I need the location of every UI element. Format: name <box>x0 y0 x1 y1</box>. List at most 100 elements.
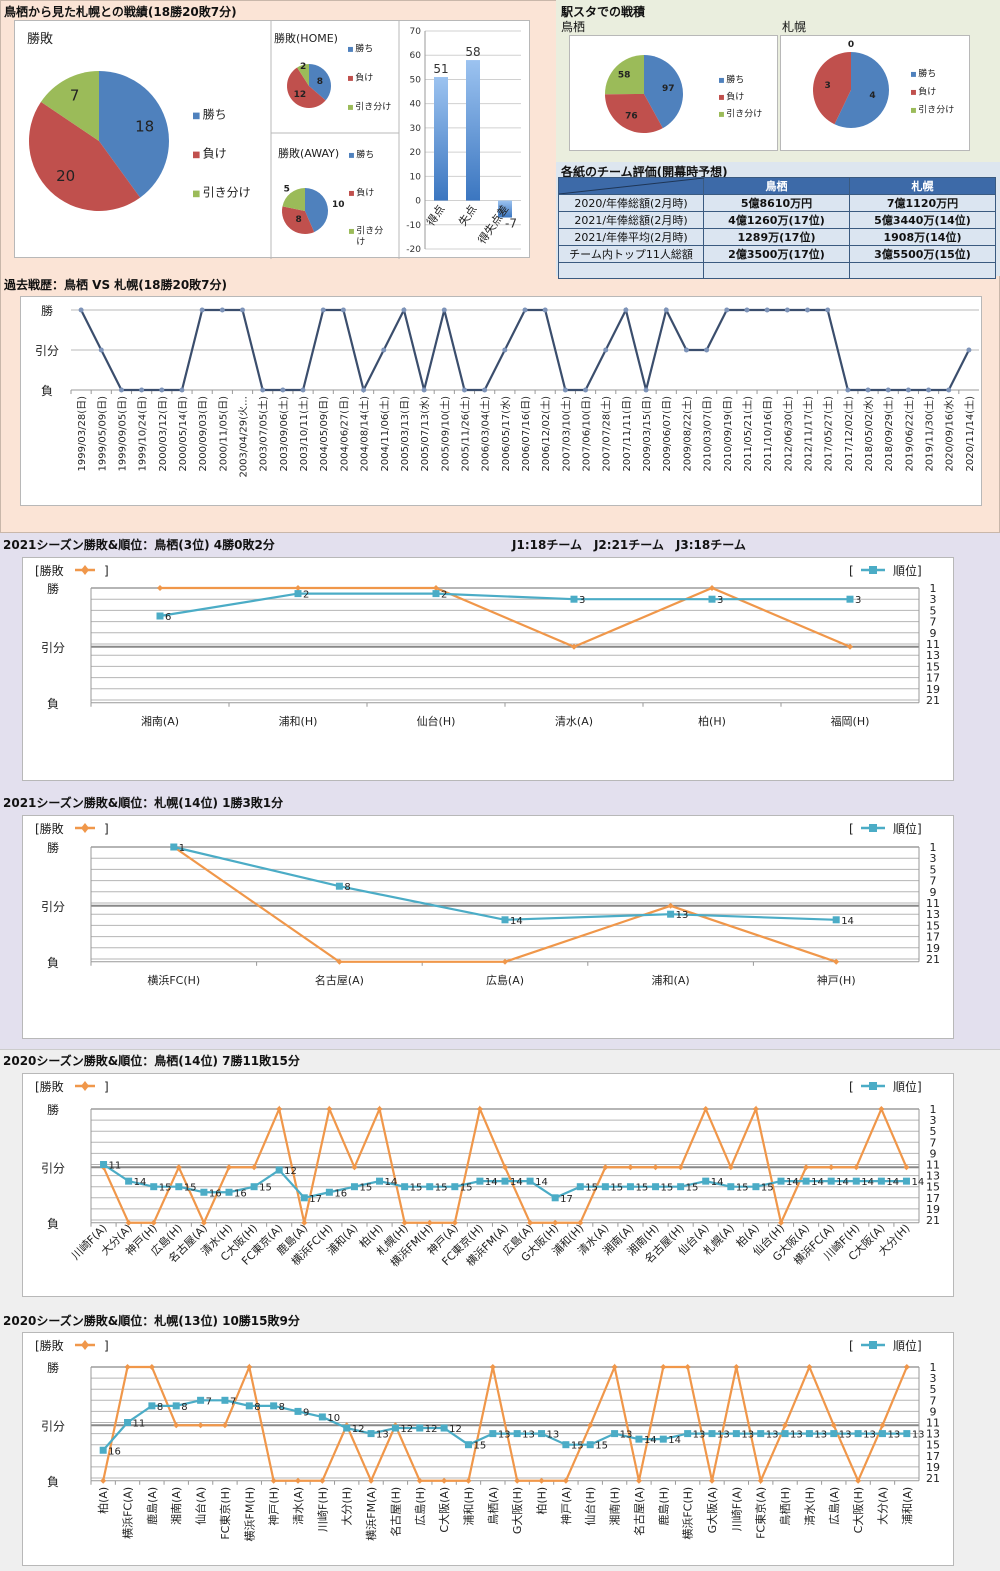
result-point <box>552 1219 559 1226</box>
rank-point <box>197 1396 205 1404</box>
rank-point <box>805 1430 813 1438</box>
rank-data-label: 8 <box>181 1402 187 1413</box>
result-point <box>684 1364 691 1370</box>
result-legend-marker <box>81 1340 89 1350</box>
result-point <box>295 585 301 591</box>
x-tick-label: 柏(H) <box>535 1487 549 1515</box>
x-tick-label: 湘南(A) <box>169 1487 183 1525</box>
result-point <box>587 1422 594 1429</box>
evaluation-row-label: チーム内トップ11人総額 <box>558 245 704 263</box>
history-xtick-label: 2006/12/02(土) <box>539 396 552 472</box>
result-point <box>326 1106 333 1112</box>
history-point <box>139 387 145 393</box>
rank-point <box>294 1407 302 1415</box>
record-charts-panel: 勝敗 18 20 7 勝ち 負け 引き分け 勝敗(HOME) 8 12 2 勝ち 負け 引き分け 勝敗(AW… <box>14 20 530 259</box>
history-xtick-label: 2004/06/27(日) <box>339 396 350 472</box>
result-point <box>709 1477 715 1484</box>
rank-tick-label: 19 <box>926 683 940 696</box>
rank-point <box>432 590 440 598</box>
away-pie-data-label: 8 <box>296 215 302 225</box>
rank-data-label: 14 <box>510 916 523 927</box>
history-xtick-label: 2003/09/06(土) <box>277 396 290 472</box>
history-point <box>78 307 84 313</box>
history-point <box>825 307 831 313</box>
evaluation-row-label <box>558 262 704 279</box>
home-pie-slice-draw <box>297 64 309 86</box>
result-point <box>157 585 163 591</box>
rank-data-label: 14 <box>811 1177 824 1188</box>
rank-tick-label: 1 <box>930 582 937 595</box>
overall-pie-data-label: 18 <box>135 117 154 135</box>
result-point <box>527 1219 534 1226</box>
rank-tick-label: 15 <box>926 1181 940 1194</box>
rank-point <box>626 1183 634 1191</box>
rank-point <box>551 1194 559 1202</box>
history-xtick-label: 2011/05/21(土) <box>741 396 754 472</box>
goals-ytick-label: 40 <box>410 100 422 110</box>
rank-data-label: 15 <box>736 1183 749 1194</box>
result-point <box>727 1164 734 1171</box>
league-info: J1:18チーム J2:21チーム J3:18チーム <box>512 538 746 552</box>
history-xtick-label: 2018/05/02(水) <box>863 396 875 472</box>
rank-point <box>250 1183 258 1191</box>
rank-tick-label: 21 <box>926 953 940 966</box>
rank-legend-marker <box>869 824 877 832</box>
rank-tick-label: 19 <box>926 1203 940 1216</box>
evaluation-row-label: 2021/年俸総額(2月時) <box>558 211 704 229</box>
rank-tick-label: 11 <box>926 1417 940 1430</box>
rank-data-label: 3 <box>855 595 861 606</box>
result-legend-bracket: ] <box>104 1080 109 1094</box>
rank-point <box>335 882 343 890</box>
history-xtick-label: 2005/09/10(土) <box>438 396 451 472</box>
result-point <box>752 1106 759 1112</box>
history-point <box>603 347 609 353</box>
rank-tick-label: 21 <box>926 694 940 707</box>
rank-data-label: 14 <box>911 1177 924 1188</box>
rank-point <box>902 1177 910 1185</box>
x-tick-label: 川崎F(H) <box>315 1487 329 1532</box>
home-pie-legend-label: 負け <box>355 71 373 83</box>
away-pie-legend-swatch <box>349 228 354 234</box>
history-xtick-label: 2020/11/14(土) <box>963 396 976 472</box>
away-pie-legend-swatch <box>349 152 354 158</box>
rank-legend-label: 順位] <box>893 1338 922 1353</box>
away-pie-slice-win <box>305 188 328 233</box>
history-xtick-label: 1999/10/24(日) <box>138 396 149 472</box>
x-tick-label: 横浜FM(H) <box>242 1487 256 1542</box>
rank-data-label: 12 <box>449 1424 462 1435</box>
overall-pie-slice-lose <box>28 101 141 212</box>
history-panel: 勝引分負 1999/03/28(日) 1999/05/09(日) 1999/09/05… <box>20 296 982 506</box>
result-point <box>465 1477 472 1484</box>
rank-data-label: 13 <box>790 1430 803 1441</box>
history-xtick-label: 2012/11/17(土) <box>801 396 814 472</box>
result-point <box>778 1219 784 1226</box>
away-pie-legend-label: 勝ち <box>356 148 374 160</box>
result-point <box>251 1164 258 1171</box>
x-tick-label: G大阪(A) <box>705 1487 719 1534</box>
rank-point <box>200 1188 208 1196</box>
rank-point <box>684 1430 692 1438</box>
result-point <box>173 1422 180 1429</box>
history-point <box>865 387 871 393</box>
rank-data-label: 14 <box>485 1177 498 1188</box>
history-point <box>683 347 689 353</box>
result-line <box>102 1363 908 1485</box>
rank-tick-label: 7 <box>930 875 937 888</box>
evaluation-row: 2021/年俸総額(2月時) 4億1260万(17位) 5億3440万(14位) <box>558 211 996 229</box>
station-sapporo-pie-legend-label: 引き分け <box>918 104 954 115</box>
station-sapporo-pie-legend-swatch <box>911 107 916 113</box>
result-legend-label: [勝敗 <box>35 563 64 578</box>
history-point <box>300 387 306 393</box>
rank-data-label: 13 <box>676 910 689 921</box>
rank-tick-label: 13 <box>926 1428 940 1441</box>
rank-data-label: 13 <box>863 1430 876 1441</box>
result-legend-marker <box>81 823 89 833</box>
result-point <box>879 1422 886 1429</box>
result-point <box>830 1422 837 1429</box>
result-legend-label: [勝敗 <box>35 1338 64 1353</box>
history-xtick-label: 2019/06/22(土) <box>902 396 915 472</box>
history-xtick-label: 2019/11/30(土) <box>923 396 936 472</box>
station-tosu-pie-slice-lose <box>605 94 663 133</box>
result-point <box>903 1164 910 1171</box>
result-point <box>782 1422 789 1429</box>
